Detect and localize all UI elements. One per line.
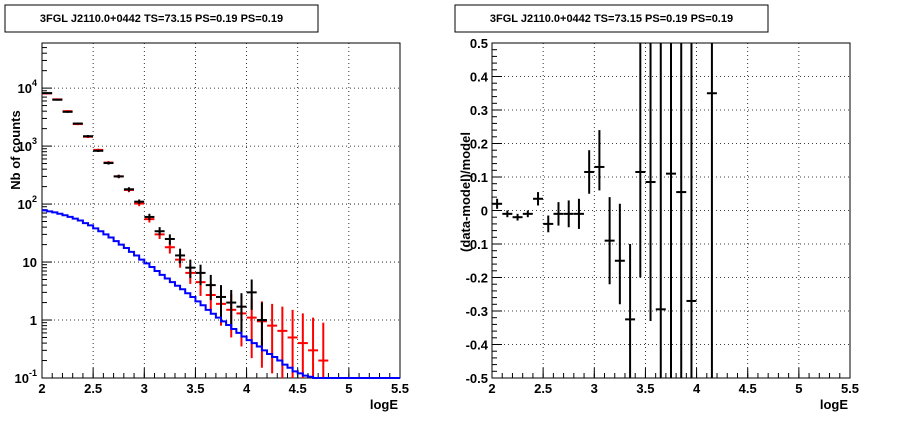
data-point bbox=[277, 306, 288, 378]
plot-frame bbox=[41, 42, 401, 379]
data-point bbox=[205, 274, 216, 301]
data-point bbox=[164, 234, 175, 245]
data-point bbox=[52, 98, 63, 101]
y-tick-label: 10 bbox=[23, 255, 37, 270]
data-point bbox=[267, 303, 278, 374]
x-tick-label: 3 bbox=[141, 381, 148, 396]
data-point bbox=[553, 202, 564, 226]
x-tick-label: 2 bbox=[488, 381, 495, 396]
chart-panel-2: 2 2.5 3 3.5 4 4.5 5 5.5 -0.5 -0.4 -0.3 -0.2 -0.1 0 0.1… bbox=[454, 4, 859, 412]
y-tick-label: 1 bbox=[30, 313, 37, 328]
x-tick-label: 2.5 bbox=[534, 381, 552, 396]
x-tick-label: 4.5 bbox=[289, 381, 307, 396]
data-point bbox=[195, 264, 206, 286]
data-point bbox=[93, 149, 104, 153]
title-box bbox=[4, 4, 319, 33]
y-tick-label: 0 bbox=[481, 204, 488, 219]
data-point bbox=[62, 110, 73, 113]
data-point bbox=[72, 122, 83, 125]
data-point bbox=[666, 43, 676, 378]
y-tick-label: 0.3 bbox=[470, 103, 488, 118]
y-tick-label: -0.2 bbox=[466, 271, 488, 286]
data-point bbox=[676, 43, 687, 378]
data-point bbox=[103, 161, 114, 165]
data-point bbox=[83, 135, 94, 138]
data-point bbox=[144, 213, 155, 221]
x-axis-label: logE bbox=[820, 397, 848, 412]
data-point bbox=[686, 43, 697, 378]
model-step-line bbox=[42, 209, 400, 379]
data-point bbox=[175, 248, 186, 264]
chart-title: 3FGL J2110.0+0442 TS=73.15 PS=0.19 PS=0.… bbox=[40, 13, 283, 25]
data-point bbox=[563, 200, 574, 228]
series-1 bbox=[492, 43, 717, 378]
data-point bbox=[512, 213, 523, 221]
x-tick-label: 4.5 bbox=[739, 381, 757, 396]
series-3 bbox=[42, 209, 400, 379]
data-point bbox=[543, 215, 554, 233]
data-point bbox=[706, 43, 717, 378]
x-tick-label: 2.5 bbox=[84, 381, 102, 396]
data-point bbox=[236, 293, 247, 333]
data-point bbox=[113, 174, 124, 179]
data-point bbox=[216, 285, 226, 318]
y-tick-label: 103 bbox=[18, 136, 37, 154]
data-point bbox=[185, 259, 196, 279]
data-point bbox=[573, 198, 584, 229]
data-point bbox=[154, 227, 165, 236]
x-tick-label: 3.5 bbox=[186, 381, 204, 396]
chart-panel-1: 2 2.5 3 3.5 4 4.5 5 5.5 10-1 1 10 102 103 104 3FGL J21… bbox=[4, 4, 409, 412]
y-tick-label: -0.4 bbox=[466, 338, 489, 353]
y-tick-label: 10-1 bbox=[15, 368, 37, 386]
y-axis-label: Nb of counts bbox=[8, 110, 23, 189]
y-tick-label: 0.1 bbox=[470, 170, 488, 185]
data-point bbox=[522, 210, 533, 218]
data-point bbox=[492, 198, 503, 209]
x-tick-label: 5 bbox=[345, 381, 352, 396]
data-point bbox=[246, 279, 257, 310]
data-point bbox=[614, 203, 625, 305]
chart-title: 3FGL J2110.0+0442 TS=73.15 PS=0.19 PS=0.… bbox=[490, 13, 733, 25]
data-point bbox=[256, 302, 267, 347]
y-axis-label: (data-model)/model bbox=[458, 132, 473, 252]
data-point bbox=[308, 317, 319, 378]
data-point bbox=[226, 289, 237, 328]
y-tick-label: -0.3 bbox=[466, 304, 488, 319]
data-point bbox=[645, 43, 656, 322]
data-point bbox=[502, 210, 513, 218]
y-tick-label: 104 bbox=[18, 78, 37, 96]
x-tick-label: 3.5 bbox=[636, 381, 654, 396]
data-point bbox=[318, 322, 329, 378]
data-point bbox=[655, 43, 666, 378]
data-point bbox=[287, 309, 298, 378]
x-tick-label: 2 bbox=[38, 381, 45, 396]
x-axis-label: logE bbox=[370, 397, 398, 412]
data-point bbox=[594, 130, 605, 191]
data-point bbox=[123, 187, 134, 192]
data-point bbox=[584, 150, 595, 194]
x-tick-label: 4 bbox=[243, 381, 251, 396]
x-tick-label: 4 bbox=[693, 381, 701, 396]
title-box bbox=[454, 4, 769, 33]
x-tick-label: 5.5 bbox=[391, 381, 409, 396]
data-point bbox=[604, 197, 615, 285]
data-point bbox=[134, 199, 145, 205]
data-point bbox=[533, 192, 544, 206]
series-2 bbox=[42, 92, 267, 347]
data-point bbox=[42, 92, 53, 95]
y-tick-label: -0.1 bbox=[466, 237, 488, 252]
data-point bbox=[297, 313, 308, 378]
x-tick-label: 5.5 bbox=[841, 381, 859, 396]
y-tick-label: 0.5 bbox=[470, 36, 488, 51]
data-point bbox=[635, 43, 646, 278]
y-tick-label: 102 bbox=[18, 194, 37, 212]
y-tick-label: 0.2 bbox=[470, 137, 488, 152]
y-tick-label: -0.5 bbox=[466, 371, 488, 386]
x-tick-label: 3 bbox=[591, 381, 598, 396]
data-point bbox=[625, 244, 636, 378]
x-tick-label: 5 bbox=[795, 381, 802, 396]
y-tick-label: 0.4 bbox=[470, 70, 489, 85]
